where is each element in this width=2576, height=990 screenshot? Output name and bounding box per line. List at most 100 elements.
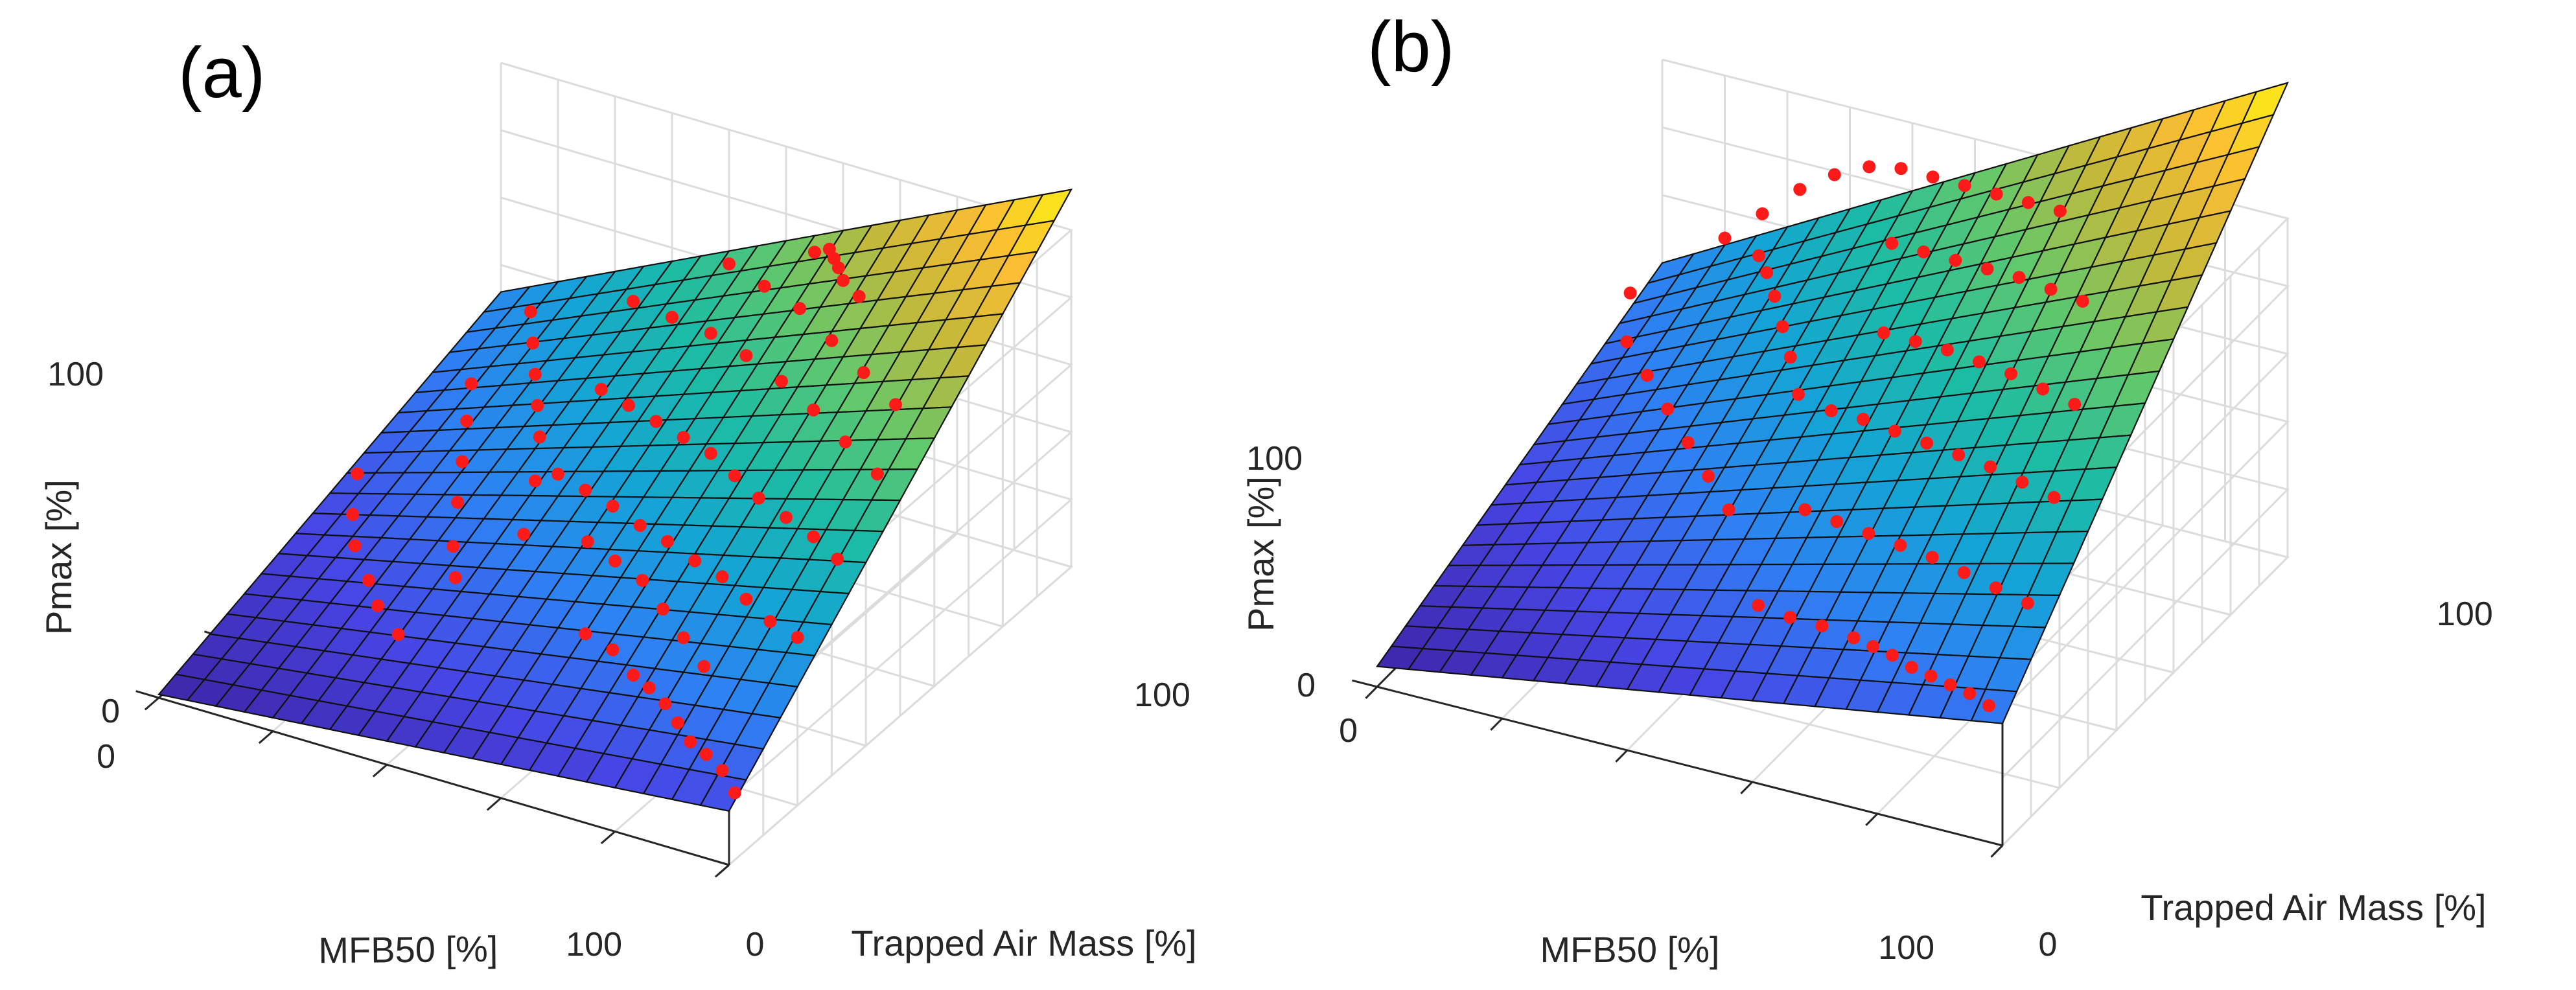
data-point (1768, 290, 1781, 303)
data-point (451, 496, 465, 509)
data-point (763, 615, 777, 628)
x-axis-label: MFB50 [%] (1540, 929, 1720, 970)
x-axis-line (158, 696, 730, 866)
data-point (1917, 245, 1931, 259)
grid-line (2001, 556, 2289, 847)
x-tick-mark (1365, 685, 1378, 699)
data-point (1957, 566, 1971, 579)
y-tick-min: 0 (746, 926, 765, 963)
data-point (1866, 639, 1880, 653)
data-point (704, 327, 717, 340)
data-point (1783, 610, 1797, 624)
data-point (1888, 424, 1901, 438)
data-point (852, 290, 866, 303)
data-point (531, 399, 544, 413)
data-point (677, 631, 690, 645)
x-tick-min: 0 (97, 738, 115, 776)
data-point (807, 403, 820, 417)
data-point (839, 435, 852, 449)
data-point (1989, 581, 2002, 595)
data-point (346, 508, 360, 521)
x-tick-mark (258, 730, 273, 744)
data-point (807, 530, 820, 544)
data-point (1828, 168, 1841, 181)
data-point (1798, 503, 1812, 516)
data-point (715, 570, 729, 584)
data-point (528, 474, 542, 488)
data-point (579, 627, 592, 641)
data-point (739, 349, 753, 362)
data-point (822, 242, 836, 256)
data-point (656, 603, 669, 616)
data-point (581, 535, 594, 548)
x-tick-max: 100 (566, 926, 622, 963)
data-point (636, 573, 649, 587)
data-point (460, 414, 474, 428)
data-point (888, 398, 902, 411)
data-point (1925, 551, 1939, 564)
data-point (1793, 183, 1807, 196)
data-point (1949, 253, 1962, 267)
data-point (1940, 343, 1954, 357)
z-tick-min: 0 (101, 693, 120, 730)
data-point (1824, 404, 1838, 417)
data-point (606, 643, 620, 656)
data-point (627, 669, 640, 682)
data-point (1905, 661, 1918, 674)
data-point (2015, 476, 2029, 489)
data-point (524, 305, 537, 319)
data-point (579, 483, 592, 497)
data-point (1760, 266, 1774, 279)
data-point (594, 383, 608, 397)
data-point (2076, 294, 2089, 308)
data-point (2021, 596, 2034, 610)
data-point (1776, 320, 1789, 334)
data-point (351, 467, 364, 481)
data-point (633, 519, 647, 533)
data-point (758, 279, 771, 293)
data-point (837, 273, 850, 287)
data-point (791, 630, 804, 644)
x-tick-min: 0 (1339, 712, 1358, 750)
data-point (1847, 631, 1861, 645)
x-tick-mark (1490, 717, 1503, 731)
x-tick-mark (1865, 812, 1879, 826)
data-point (1952, 448, 1966, 462)
data-point (1877, 326, 1890, 340)
data-point (1752, 599, 1765, 612)
data-point (699, 748, 713, 761)
data-point (609, 554, 621, 568)
data-point (677, 431, 690, 444)
data-point (658, 697, 672, 711)
y-axis-label: Trapped Air Mass [%] (851, 923, 1196, 963)
data-point (2021, 196, 2035, 209)
data-point (752, 491, 765, 505)
data-point (1963, 687, 1977, 700)
data-point (1702, 469, 1715, 483)
data-point (526, 336, 540, 350)
data-point (533, 430, 546, 444)
data-point (391, 628, 405, 641)
data-point (1640, 369, 1654, 382)
data-point (2004, 367, 2018, 380)
data-point (1856, 413, 1870, 426)
data-point (780, 511, 793, 524)
data-point (723, 257, 736, 271)
y-tick-mark (135, 690, 159, 699)
data-point (666, 310, 679, 324)
panel-a-label: (a) (178, 33, 265, 113)
z-axis-label: Pmax [%] (1240, 476, 1281, 632)
data-point (739, 592, 753, 606)
z-tick-max: 100 (1246, 440, 1303, 478)
data-point (1661, 402, 1675, 416)
data-point (2012, 271, 2026, 284)
z-axis-label: Pmax [%] (38, 479, 79, 635)
data-point (660, 535, 674, 548)
data-point (1894, 538, 1907, 552)
x-axis-line (1376, 685, 2003, 847)
data-point (2044, 282, 2058, 296)
x-tick-mark (372, 764, 388, 777)
data-point (1862, 160, 1876, 174)
data-point (371, 599, 384, 612)
